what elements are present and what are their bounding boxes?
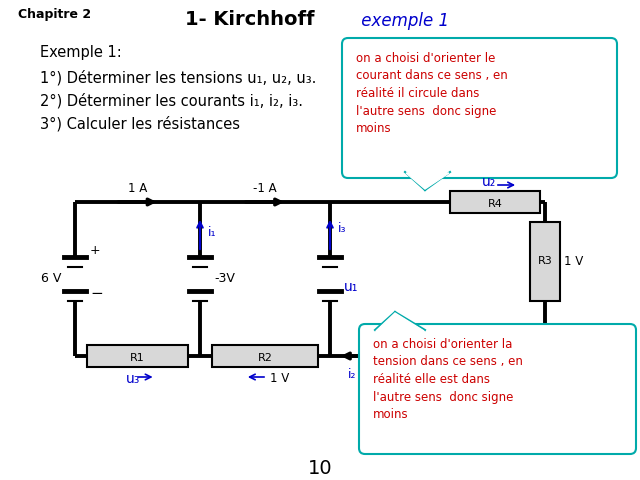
Text: 1- Kirchhoff: 1- Kirchhoff (185, 10, 314, 29)
Text: i₁: i₁ (208, 226, 216, 239)
Text: i₂: i₂ (348, 368, 356, 381)
Text: R2: R2 (257, 353, 273, 363)
Text: exemple 1: exemple 1 (356, 12, 449, 30)
Text: u₃: u₃ (125, 372, 140, 386)
Bar (87, 345, 188, 367)
Text: on a choisi d'orienter le
courant dans ce sens , en
réalité il circule dans
l'au: on a choisi d'orienter le courant dans c… (356, 52, 508, 135)
Text: Chapitre 2: Chapitre 2 (18, 8, 91, 21)
Text: R4: R4 (488, 199, 502, 209)
Text: u₂: u₂ (482, 175, 496, 189)
Text: R1: R1 (130, 353, 145, 363)
Text: 1°) Déterminer les tensions u₁, u₂, u₃.: 1°) Déterminer les tensions u₁, u₂, u₃. (40, 70, 316, 85)
Text: 1 V: 1 V (564, 255, 583, 268)
Text: -1 A: -1 A (253, 182, 277, 195)
Text: 2°) Déterminer les courants i₁, i₂, i₃.: 2°) Déterminer les courants i₁, i₂, i₃. (40, 93, 303, 108)
Bar (212, 345, 318, 367)
FancyBboxPatch shape (342, 38, 617, 178)
Text: u₁: u₁ (344, 280, 358, 294)
Text: 1 V: 1 V (270, 372, 289, 385)
Polygon shape (406, 173, 449, 189)
Bar (530, 222, 560, 301)
Text: 6 V: 6 V (40, 273, 61, 286)
Text: 3°) Calculer les résistances: 3°) Calculer les résistances (40, 116, 240, 132)
Bar (450, 191, 540, 213)
Text: i₃: i₃ (338, 223, 346, 236)
Text: −: − (90, 287, 103, 301)
Text: +: + (90, 244, 100, 257)
Text: 10: 10 (308, 458, 332, 478)
Text: R3: R3 (538, 256, 552, 266)
Text: 1 A: 1 A (495, 336, 515, 349)
Text: on a choisi d'orienter la
tension dans ce sens , en
réalité elle est dans
l'autr: on a choisi d'orienter la tension dans c… (373, 338, 523, 421)
Text: -3V: -3V (214, 273, 235, 286)
Text: Exemple 1:: Exemple 1: (40, 45, 122, 60)
Polygon shape (376, 313, 424, 331)
FancyBboxPatch shape (359, 324, 636, 454)
Text: 1 A: 1 A (128, 182, 147, 195)
